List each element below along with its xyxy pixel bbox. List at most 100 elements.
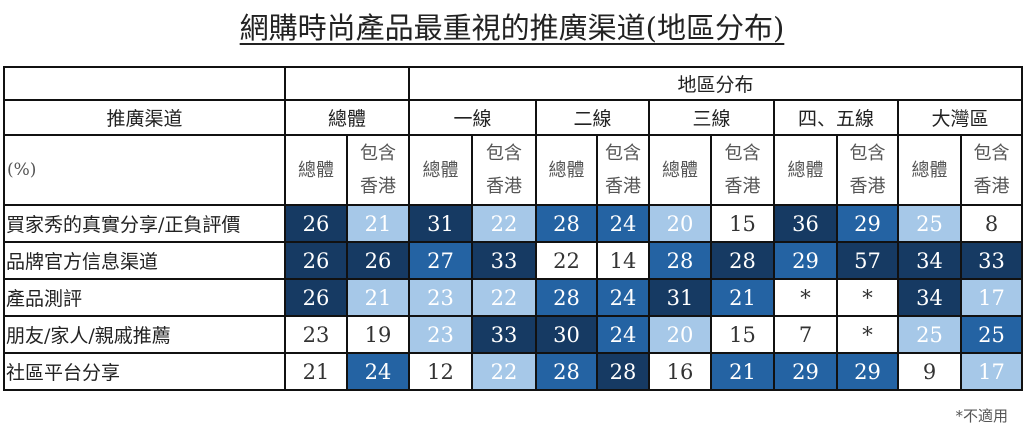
value-cell: 29 (773, 241, 838, 280)
value-cell: 28 (535, 278, 598, 317)
row-label: 品牌官方信息渠道 (3, 241, 286, 280)
value-cell: 31 (648, 278, 712, 317)
value-cell: 29 (773, 352, 838, 391)
value-cell: 30 (535, 315, 598, 354)
subheader-incl-hk-line2: 香港 (486, 176, 522, 197)
value-cell: 29 (836, 204, 899, 243)
value-cell: 28 (710, 241, 775, 280)
value-cell: 36 (773, 204, 838, 243)
value-cell: 7 (773, 315, 838, 354)
subheader-incl-hk-line1: 包含 (849, 143, 886, 164)
value-cell: 34 (897, 278, 962, 317)
value-cell: 33 (471, 241, 537, 280)
subheader-incl-hk: 包含 香港 (960, 134, 1023, 206)
header-empty-total (284, 66, 410, 101)
value-cell: 26 (346, 241, 410, 280)
header-group-tier2: 二線 (535, 99, 650, 136)
table-row: 品牌官方信息渠道 26 26 27 33 22 14 28 28 29 57 34 33 (3, 241, 1023, 280)
value-cell: 23 (408, 315, 473, 354)
subheader-total: 總體 (648, 134, 712, 206)
value-cell: 15 (710, 315, 775, 354)
unit-label: (%) (3, 134, 286, 206)
value-cell: 8 (960, 204, 1023, 243)
value-cell: 22 (535, 241, 598, 280)
subheader-incl-hk: 包含 香港 (836, 134, 899, 206)
value-cell: 20 (648, 204, 712, 243)
subheader-incl-hk-line1: 包含 (724, 143, 761, 164)
value-cell: 12 (408, 352, 473, 391)
header-group-tier1: 一線 (408, 99, 537, 136)
value-cell: 25 (960, 315, 1023, 354)
header-region-group: 地區分布 (408, 66, 1023, 101)
subheader-incl-hk-line2: 香港 (849, 176, 886, 197)
value-cell: 27 (408, 241, 473, 280)
subheader-total: 總體 (408, 134, 473, 206)
subheader-incl-hk-line2: 香港 (605, 176, 641, 197)
channel-region-table: 地區分布 推廣渠道 總體 一線 二線 三線 四、五線 大灣區 (%) 總體 包含香… (3, 66, 1023, 391)
row-label: 朋友/家人/親戚推薦 (3, 315, 286, 354)
value-cell: 19 (346, 315, 410, 354)
header-group-tier45: 四、五線 (773, 99, 899, 136)
subheader-incl-hk-line2: 香港 (360, 176, 396, 197)
table-row: 社區平台分享 21 24 12 22 28 28 16 21 29 29 9 17 (3, 352, 1023, 391)
row-label: 社區平台分享 (3, 352, 286, 391)
value-cell: 33 (471, 315, 537, 354)
subheader-incl-hk-line1: 包含 (973, 143, 1010, 164)
value-cell: 21 (346, 278, 410, 317)
value-cell: 24 (596, 204, 650, 243)
header-group-overall: 總體 (284, 99, 410, 136)
value-cell: 28 (535, 204, 598, 243)
value-cell: 14 (596, 241, 650, 280)
value-cell: * (836, 315, 899, 354)
value-cell: 25 (897, 204, 962, 243)
value-cell: 23 (284, 315, 348, 354)
value-cell: 20 (648, 315, 712, 354)
value-cell: 22 (471, 352, 537, 391)
value-cell: 17 (960, 352, 1023, 391)
row-label: 買家秀的真實分享/正負評價 (3, 204, 286, 243)
value-cell: 21 (710, 352, 775, 391)
value-cell: 24 (596, 315, 650, 354)
value-cell: 28 (535, 352, 598, 391)
value-cell: 26 (284, 204, 348, 243)
header-empty-label (3, 66, 286, 101)
subheader-total: 總體 (284, 134, 348, 206)
value-cell: 17 (960, 278, 1023, 317)
header-channel: 推廣渠道 (3, 99, 286, 136)
value-cell: 21 (710, 278, 775, 317)
subheader-incl-hk: 包含 香港 (596, 134, 650, 206)
subheader-incl-hk: 包含 香港 (710, 134, 775, 206)
value-cell: 28 (596, 352, 650, 391)
value-cell: 22 (471, 278, 537, 317)
header-group-gba: 大灣區 (897, 99, 1023, 136)
value-cell: 29 (836, 352, 899, 391)
subheader-total: 總體 (535, 134, 598, 206)
value-cell: 25 (897, 315, 962, 354)
value-cell: 16 (648, 352, 712, 391)
header-group-tier3: 三線 (648, 99, 775, 136)
page-title: 網購時尚產品最重視的推廣渠道(地區分布) (239, 11, 785, 45)
table-row: 朋友/家人/親戚推薦 23 19 23 33 30 24 20 15 7 * 25 25 (3, 315, 1023, 354)
row-label: 產品測評 (3, 278, 286, 317)
subheader-incl-hk-line2: 香港 (724, 176, 761, 197)
value-cell: 26 (284, 278, 348, 317)
subheader-incl-hk-line1: 包含 (605, 143, 641, 164)
value-cell: 26 (284, 241, 348, 280)
subheader-incl-hk-line1: 包含 (486, 143, 522, 164)
subheader-total: 總體 (773, 134, 838, 206)
value-cell: 28 (648, 241, 712, 280)
value-cell: 57 (836, 241, 899, 280)
value-cell: 15 (710, 204, 775, 243)
value-cell: 21 (284, 352, 348, 391)
subheader-total: 總體 (897, 134, 962, 206)
value-cell: 21 (346, 204, 410, 243)
value-cell: 24 (346, 352, 410, 391)
footnote: *不適用 (955, 407, 1008, 425)
subheader-incl-hk: 包含 香港 (346, 134, 410, 206)
table-row: 買家秀的真實分享/正負評價 26 21 31 22 28 24 20 15 36 29 25 8 (3, 204, 1023, 243)
subheader-incl-hk: 包含 香港 (471, 134, 537, 206)
subheader-incl-hk-line1: 包含 (360, 143, 396, 164)
value-cell: 23 (408, 278, 473, 317)
value-cell: 34 (897, 241, 962, 280)
value-cell: 33 (960, 241, 1023, 280)
